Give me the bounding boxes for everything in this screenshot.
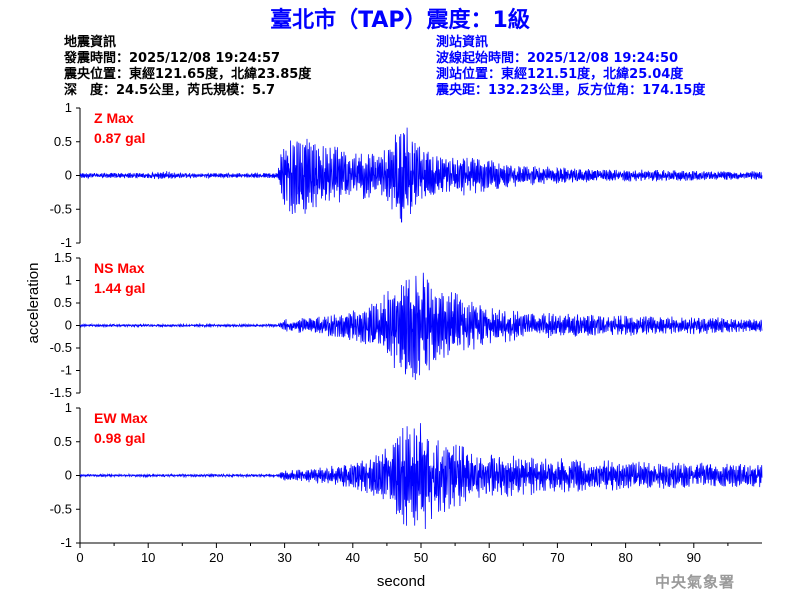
max-value-z: 0.87 gal	[94, 130, 145, 146]
y-tick-label-ew: 0.5	[54, 434, 72, 449]
y-axis-title: acceleration	[25, 263, 42, 344]
wave-start-time: 波線起始時間：2025/12/08 19:24:50	[436, 51, 679, 66]
x-tick-label: 80	[618, 550, 632, 565]
max-label-ns: NS Max	[94, 260, 145, 276]
y-tick-label-ew: 1	[65, 400, 72, 415]
depth-magnitude: 深 度：24.5公里，芮氏規模：5.7	[64, 83, 276, 98]
x-tick-label: 40	[346, 550, 360, 565]
epicenter-location: 震央位置：東經121.65度，北緯23.85度	[64, 67, 312, 82]
y-tick-label-ew: -0.5	[50, 501, 72, 516]
station-info: 測站資訊 波線起始時間：2025/12/08 19:24:50 測站位置：東經1…	[436, 35, 705, 99]
y-tick-label-ns: -1.5	[50, 385, 72, 400]
earthquake-info-heading: 地震資訊	[64, 35, 117, 50]
x-tick-label: 20	[209, 550, 223, 565]
max-value-ns: 1.44 gal	[94, 280, 145, 296]
waveform-z	[79, 127, 763, 223]
x-axis-title: second	[377, 573, 425, 590]
y-tick-label-ns: 1	[65, 273, 72, 288]
y-tick-label-z: -0.5	[50, 201, 72, 216]
y-tick-label-ns: -0.5	[50, 340, 72, 355]
x-tick-label: 50	[414, 550, 428, 565]
x-tick-label: 30	[277, 550, 291, 565]
station-location: 測站位置：東經121.51度，北緯25.04度	[436, 67, 684, 82]
y-tick-label-z: 0.5	[54, 134, 72, 149]
max-value-ew: 0.98 gal	[94, 430, 145, 446]
agency-credit: 中央氣象署	[655, 573, 736, 591]
waveform-ew	[79, 423, 763, 530]
origin-time: 發震時間：2025/12/08 19:24:57	[64, 51, 281, 66]
max-label-z: Z Max	[94, 110, 134, 126]
waveform-ns	[79, 272, 763, 380]
y-tick-label-ew: 0	[65, 468, 72, 483]
x-tick-label: 0	[76, 550, 83, 565]
max-label-ew: EW Max	[94, 410, 148, 426]
y-tick-label-z: 1	[65, 100, 72, 115]
y-tick-label-ns: 1.5	[54, 250, 72, 265]
distance-azimuth: 震央距：132.23公里，反方位角：174.15度	[436, 83, 706, 98]
y-tick-label-ns: -1	[60, 363, 72, 378]
earthquake-info: 地震資訊 發震時間：2025/12/08 19:24:57 震央位置：東經121…	[64, 35, 311, 99]
x-tick-label: 10	[141, 550, 155, 565]
y-tick-label-ns: 0	[65, 318, 72, 333]
x-tick-label: 90	[687, 550, 701, 565]
station-info-heading: 測站資訊	[436, 35, 489, 50]
y-tick-label-z: 0	[65, 168, 72, 183]
y-tick-label-z: -1	[60, 235, 72, 250]
x-tick-label: 70	[550, 550, 564, 565]
y-tick-label-ns: 0.5	[54, 295, 72, 310]
chart-title: 臺北市（TAP）震度：1級	[270, 8, 530, 33]
y-tick-label-ew: -1	[60, 535, 72, 550]
x-tick-label: 60	[482, 550, 496, 565]
